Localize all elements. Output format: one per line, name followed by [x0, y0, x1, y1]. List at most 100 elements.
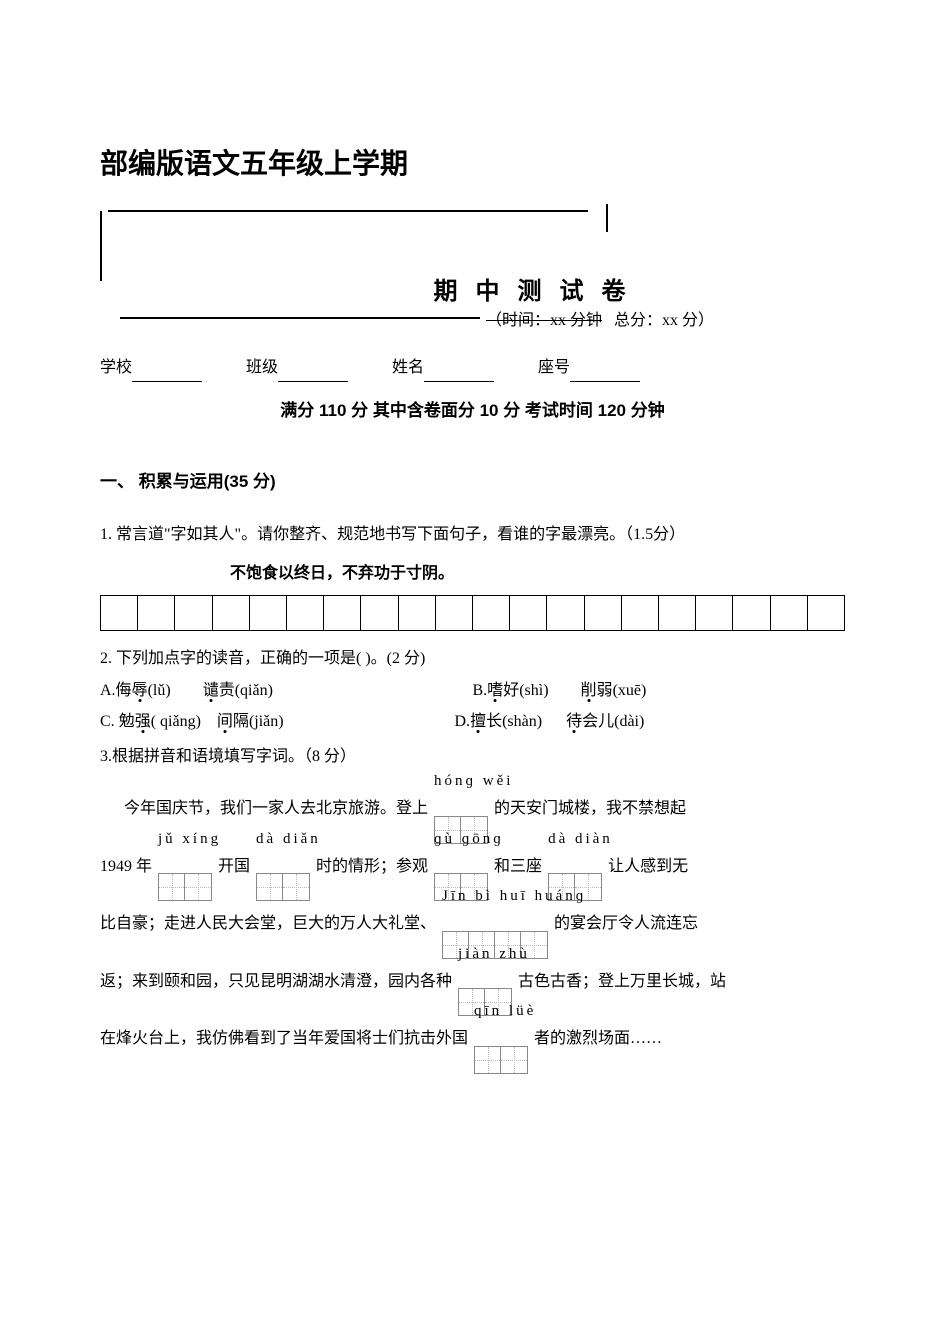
q3-box-2[interactable]: jǔ xíng — [158, 838, 212, 896]
q3-py2: jǔ xíng — [158, 812, 212, 866]
q2d-char: 擅 — [470, 713, 486, 730]
q2-text: 2. 下列加点字的读音，正确的一项是( )。(2 分) — [100, 650, 425, 667]
write-cell[interactable] — [585, 596, 622, 630]
q2b-char: 嗜 — [487, 682, 503, 699]
name-field: 姓名 — [392, 354, 494, 383]
q2b-post: 好 — [503, 682, 519, 699]
q3-p2b: 开国 — [218, 858, 250, 875]
q2d2-py: (dài) — [614, 713, 644, 730]
write-cell[interactable] — [808, 596, 844, 630]
section-1-title: 一、 积累与运用(35 分) — [100, 467, 845, 498]
q3-p3a: 比自豪；走进人民大会堂，巨大的万人大礼堂、 — [100, 915, 436, 932]
write-cell[interactable] — [361, 596, 398, 630]
q2c2-py: (jiǎn) — [249, 713, 284, 730]
write-cell[interactable] — [138, 596, 175, 630]
q3-py3: dà diǎn — [256, 812, 310, 866]
subtitle-underline — [120, 317, 500, 319]
q3-py4: ɡù ɡōnɡ — [434, 812, 488, 866]
write-cell[interactable] — [101, 596, 138, 630]
q2c-char: 强 — [135, 713, 151, 730]
q2d2-char: 待 — [566, 713, 582, 730]
write-cell[interactable] — [771, 596, 808, 630]
write-cell[interactable] — [399, 596, 436, 630]
q2b-pre: B. — [473, 682, 488, 699]
school-blank[interactable] — [132, 381, 202, 382]
write-cell[interactable] — [510, 596, 547, 630]
total-score-label — [606, 312, 614, 329]
q2-opt-d: D.擅长(shàn) 待会儿(dài) — [455, 708, 846, 737]
class-label: 班级 — [246, 359, 278, 376]
q2-opt-a: A.侮辱(lǔ) 谴责(qiǎn) — [100, 677, 473, 706]
q3-box-3[interactable]: dà diǎn — [256, 838, 310, 896]
score-label-text: 总分：xx 分） — [614, 312, 714, 329]
school-label: 学校 — [100, 359, 132, 376]
write-cell[interactable] — [473, 596, 510, 630]
q3-p3b: 的宴会厅令人流连忘 — [554, 915, 698, 932]
q2a-char: 辱 — [132, 682, 148, 699]
q2a-py: (lǔ) — [148, 682, 171, 699]
question-3-paragraph: 今年国庆节，我们一家人去北京旅游。登上 hónɡ wěi 的天安门城楼，我不禁想… — [100, 780, 845, 1068]
q2c-pre: C. 勉 — [100, 713, 135, 730]
q1-sentence: 不饱食以终日，不弃功于寸阴。 — [230, 560, 845, 589]
q3-p2e: 让人感到无 — [608, 858, 688, 875]
q1-write-grid[interactable] — [100, 595, 845, 631]
q3-p2c: 时的情形；参观 — [316, 858, 428, 875]
q3-py8: qīn lüè — [474, 984, 528, 1038]
student-info-row: 学校 班级 姓名 座号 — [100, 354, 845, 383]
page-main-title: 部编版语文五年级上学期 — [100, 140, 845, 241]
class-field: 班级 — [246, 354, 348, 383]
q2-row-1: A.侮辱(lǔ) 谴责(qiǎn) B.嗜好(shì) 削弱(xuē) — [100, 677, 845, 706]
seat-field: 座号 — [538, 354, 640, 383]
q3-py6: Jīn bì huī huánɡ — [442, 869, 548, 923]
q3-box-8[interactable]: qīn lüè — [474, 1010, 528, 1068]
write-cell[interactable] — [733, 596, 770, 630]
write-cell[interactable] — [547, 596, 584, 630]
name-label: 姓名 — [392, 359, 424, 376]
q3-box-5[interactable]: dà diàn — [548, 838, 602, 896]
q3-p5a: 在烽火台上，我仿佛看到了当年爱国将士们抗击外国 — [100, 1030, 468, 1047]
write-cell[interactable] — [622, 596, 659, 630]
write-cell[interactable] — [213, 596, 250, 630]
q3-p5b: 者的激烈场面…… — [534, 1030, 662, 1047]
q2b2-char: 削 — [581, 682, 597, 699]
q2b2-post: 弱 — [597, 682, 613, 699]
q2a2-py: (qiǎn) — [235, 682, 273, 699]
class-blank[interactable] — [278, 381, 348, 382]
q2a2-post: 责 — [219, 682, 235, 699]
q2d-py: (shàn) — [502, 713, 542, 730]
q3-py7: jiàn zhù — [458, 927, 512, 981]
q2c2-char: 间 — [217, 713, 233, 730]
title-rule — [108, 210, 588, 212]
time-label: （时间：xx 分钟 — [486, 312, 602, 329]
write-cell[interactable] — [175, 596, 212, 630]
write-cell[interactable] — [436, 596, 473, 630]
write-cell[interactable] — [696, 596, 733, 630]
title-text: 部编版语文五年级上学期 — [100, 149, 408, 180]
write-cell[interactable] — [250, 596, 287, 630]
subtitle-left-bar — [100, 211, 102, 281]
question-1: 1. 常言道"字如其人"。请你整齐、规范地书写下面句子，看谁的字最漂亮。（1.5… — [100, 516, 845, 554]
q2a2-char: 谴 — [203, 682, 219, 699]
q3-p4b: 古色古香；登上万里长城，站 — [518, 973, 726, 990]
q2b-py: (shì) — [519, 682, 548, 699]
score-info: 满分 110 分 其中含卷面分 10 分 考试时间 120 分钟 — [100, 396, 845, 427]
write-cell[interactable] — [287, 596, 324, 630]
q3-p2a: 1949 年 — [100, 858, 152, 875]
q2-opt-c: C. 勉强( qiǎng) 间隔(jiǎn) — [100, 708, 491, 737]
q3-py5: dà diàn — [548, 812, 602, 866]
q2-row-2: C. 勉强( qiǎng) 间隔(jiǎn) D.擅长(shàn) 待会儿(dà… — [100, 708, 845, 737]
q2-opt-b: B.嗜好(shì) 削弱(xuē) — [473, 677, 846, 706]
name-blank[interactable] — [424, 381, 494, 382]
q2d2-post: 会儿 — [582, 713, 614, 730]
q2a-pre: A.侮 — [100, 682, 132, 699]
write-cell[interactable] — [324, 596, 361, 630]
seat-blank[interactable] — [570, 381, 640, 382]
school-field: 学校 — [100, 354, 202, 383]
write-cell[interactable] — [659, 596, 696, 630]
q2d-post: 长 — [486, 713, 502, 730]
q2c-py: ( qiǎng) — [151, 713, 201, 730]
q3-p4a: 返；来到颐和园，只见昆明湖湖水清澄，园内各种 — [100, 973, 452, 990]
q3-py1: hónɡ wěi — [434, 754, 488, 808]
seat-label: 座号 — [538, 359, 570, 376]
q2c2-post: 隔 — [233, 713, 249, 730]
